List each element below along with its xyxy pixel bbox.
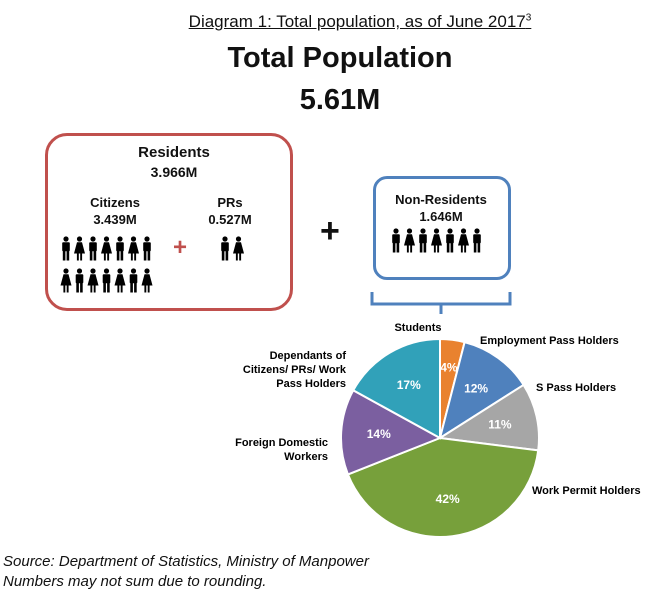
caption-text: Diagram 1: Total population, as of June … — [188, 12, 526, 31]
woman-icon — [458, 228, 469, 253]
caption-footnote: 3 — [525, 12, 532, 24]
citizens-people-icons — [60, 236, 153, 293]
man-icon — [446, 228, 454, 253]
woman-icon — [114, 268, 126, 293]
woman-icon — [431, 228, 442, 253]
woman-icon — [141, 268, 153, 293]
man-icon — [419, 228, 427, 253]
slice-label-students: Students — [394, 322, 441, 334]
pie-slice-percent-label: 17% — [397, 378, 421, 392]
pie-slice-percent-label: 12% — [464, 381, 488, 395]
slice-label-work-permit: Work Permit Holders — [532, 485, 641, 497]
man-icon — [89, 236, 97, 261]
diagram-caption: Diagram 1: Total population, as of June … — [0, 12, 667, 32]
man-icon — [116, 236, 124, 261]
pie-slice — [346, 436, 540, 538]
population-plus-sign: + — [320, 212, 340, 250]
pie-slice — [351, 337, 441, 440]
man-icon — [129, 268, 138, 293]
man-icon — [143, 236, 151, 261]
man-icon — [75, 268, 84, 293]
man-icon — [392, 228, 400, 253]
rounding-note: Numbers may not sum due to rounding. — [3, 573, 267, 590]
woman-icon — [404, 228, 415, 253]
slice-label-foreign-domestic-workers: Foreign Domestic Workers — [235, 437, 328, 463]
residents-value: 3.966M — [150, 164, 198, 180]
non-residents-people-icons — [392, 228, 481, 253]
slice-label-s-pass: S Pass Holders — [536, 382, 616, 394]
woman-icon — [233, 236, 244, 261]
pie-slice — [437, 383, 540, 452]
residents-box — [45, 133, 293, 311]
residents-label: Residents — [138, 144, 210, 161]
man-icon — [473, 228, 481, 253]
non-residents-label: Non-Residents — [395, 192, 487, 207]
man-icon — [221, 236, 229, 261]
prs-value: 0.527M — [208, 212, 252, 227]
man-icon — [102, 268, 111, 293]
source-note: Source: Department of Statistics, Minist… — [3, 552, 369, 592]
prs-people-icons — [221, 236, 244, 261]
slice-label-employment-pass: Employment Pass Holders — [480, 335, 619, 347]
citizens-label: Citizens — [90, 195, 140, 210]
woman-icon — [74, 236, 85, 261]
source-text: Source: Department of Statistics, Minist… — [3, 553, 369, 570]
residents-plus-sign: + — [173, 234, 188, 261]
pie-slice — [438, 340, 525, 441]
pie-slice-percent-label: 42% — [436, 492, 460, 506]
pie-slice-percent-label: 14% — [367, 427, 391, 441]
pie-slice-percent-label: 11% — [488, 418, 512, 432]
non-residents-bracket — [370, 292, 512, 314]
woman-icon — [128, 236, 139, 261]
total-population-title: Total Population — [227, 42, 453, 74]
non-residents-value: 1.646M — [419, 209, 463, 224]
man-icon — [62, 236, 70, 261]
citizens-value: 3.439M — [93, 212, 137, 227]
slice-label-dependants: Dependants of Citizens/ PRs/ Work Pass Hol… — [243, 350, 347, 390]
non-residents-box — [373, 176, 511, 280]
prs-label: PRs — [217, 195, 243, 210]
pie-chart — [340, 337, 540, 538]
woman-icon — [101, 236, 112, 261]
total-population-value: 5.61M — [299, 84, 381, 116]
woman-icon — [60, 268, 72, 293]
woman-icon — [87, 268, 99, 293]
pie-slice — [340, 388, 443, 476]
pie-slice-percent-label: 4% — [440, 360, 458, 374]
